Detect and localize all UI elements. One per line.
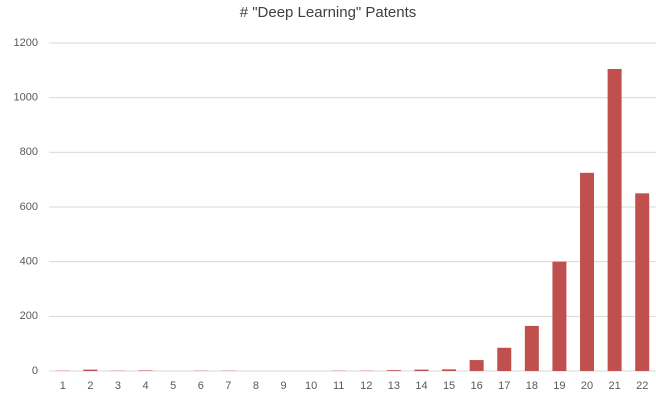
x-tick-label: 4 bbox=[143, 380, 149, 392]
y-tick-label: 400 bbox=[20, 256, 38, 268]
x-tick-label: 5 bbox=[170, 380, 176, 392]
x-tick-label: 3 bbox=[115, 380, 121, 392]
x-tick-label: 14 bbox=[415, 380, 427, 392]
x-tick-label: 20 bbox=[581, 380, 593, 392]
chart-title: # "Deep Learning" Patents bbox=[240, 4, 417, 21]
x-tick-label: 18 bbox=[526, 380, 538, 392]
y-tick-label: 0 bbox=[32, 365, 38, 377]
bar bbox=[414, 369, 429, 371]
x-tick-label: 9 bbox=[280, 380, 286, 392]
y-tick-label: 600 bbox=[20, 201, 38, 213]
bar bbox=[469, 360, 484, 371]
bar bbox=[386, 370, 401, 371]
x-tick-label: 10 bbox=[305, 380, 317, 392]
x-tick-label: 12 bbox=[360, 380, 372, 392]
x-tick-label: 22 bbox=[636, 380, 648, 392]
x-tick-label: 21 bbox=[608, 380, 620, 392]
x-tick-label: 19 bbox=[553, 380, 565, 392]
y-tick-label: 1000 bbox=[14, 92, 38, 104]
x-tick-label: 17 bbox=[498, 380, 510, 392]
bar bbox=[552, 261, 567, 371]
bar bbox=[580, 172, 595, 371]
x-tick-label: 7 bbox=[225, 380, 231, 392]
bar bbox=[83, 369, 98, 371]
y-tick-label: 1200 bbox=[14, 37, 38, 49]
x-tick-label: 15 bbox=[443, 380, 455, 392]
bar bbox=[442, 369, 457, 371]
x-tick-label: 16 bbox=[471, 380, 483, 392]
x-tick-label: 11 bbox=[333, 380, 344, 392]
x-tick-label: 1 bbox=[60, 380, 66, 392]
bar bbox=[497, 347, 512, 371]
x-tick-label: 6 bbox=[198, 380, 204, 392]
bar bbox=[524, 325, 539, 371]
bar bbox=[635, 193, 650, 371]
x-tick-label: 13 bbox=[388, 380, 400, 392]
bar bbox=[138, 370, 153, 371]
y-tick-label: 800 bbox=[20, 146, 38, 158]
y-tick-label: 200 bbox=[20, 310, 38, 322]
bar bbox=[607, 68, 622, 371]
x-tick-label: 8 bbox=[253, 380, 259, 392]
x-tick-label: 2 bbox=[87, 380, 93, 392]
